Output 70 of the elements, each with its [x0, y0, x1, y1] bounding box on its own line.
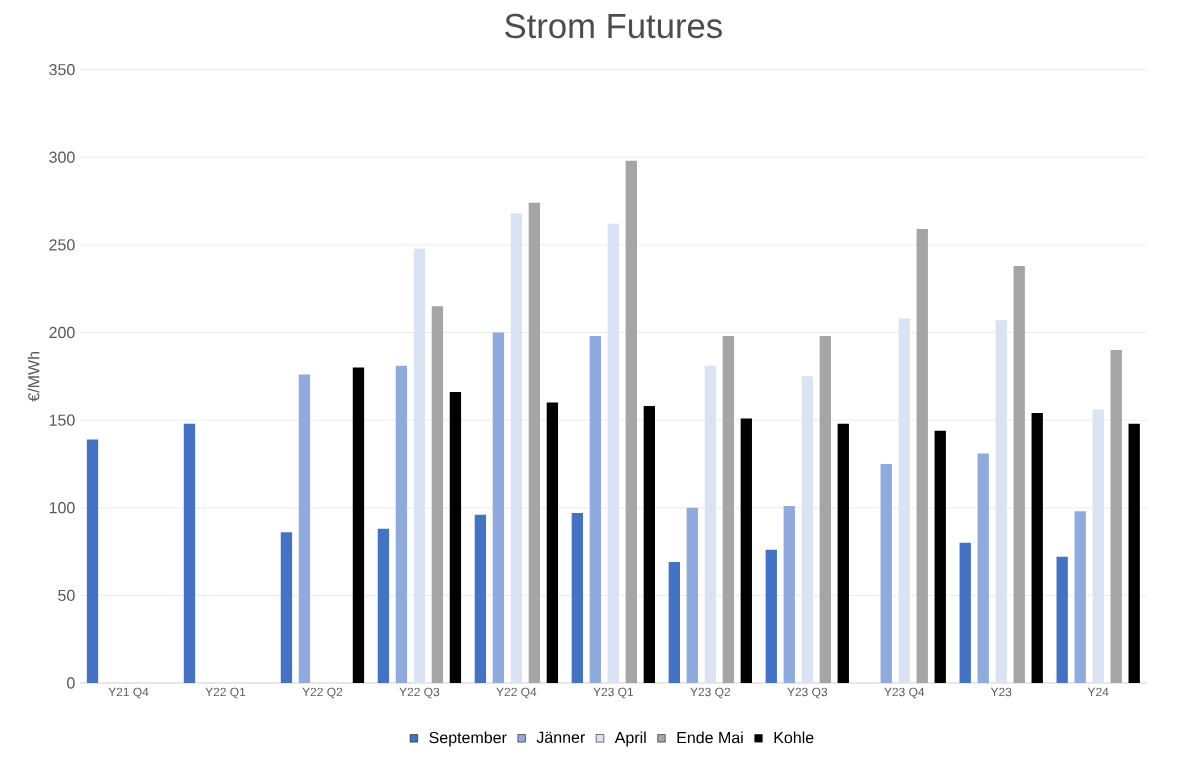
bar [431, 306, 444, 683]
bar [643, 406, 656, 683]
bar [959, 542, 971, 683]
y-tick-label: 350 [49, 64, 75, 76]
x-tick-label: Y21 Q4 [108, 687, 149, 699]
bar [668, 562, 680, 683]
x-tick-label: Y22 Q1 [205, 687, 246, 699]
bar [898, 318, 910, 683]
bar [449, 392, 462, 683]
x-tick-label: Y23 Q3 [787, 687, 828, 699]
legend-label: Ende Mai [677, 731, 743, 744]
bar [801, 376, 813, 683]
bar [783, 506, 795, 683]
bar [1128, 423, 1140, 683]
bar [1056, 556, 1068, 683]
y-tick-label: 100 [49, 502, 75, 514]
legend-label: September [429, 731, 507, 747]
bar [625, 160, 638, 683]
bar [86, 439, 99, 683]
bar [740, 418, 752, 683]
x-tick-label: Y23 Q1 [593, 687, 634, 699]
y-tick-label: 150 [49, 414, 75, 426]
bar [607, 223, 620, 683]
bar [474, 514, 487, 683]
bar [977, 453, 989, 683]
y-tick-label: 0 [67, 677, 75, 689]
bar [298, 374, 311, 683]
legend-label: April [614, 731, 646, 747]
x-tick-label: Y23 [990, 687, 1012, 697]
bar [280, 532, 293, 683]
chart-title: Strom Futures [505, 13, 722, 39]
bar [934, 430, 946, 683]
bar [765, 549, 777, 683]
bar [395, 365, 408, 683]
bar [492, 332, 505, 683]
legend-label: Kohle [774, 731, 814, 744]
bar [546, 402, 559, 683]
bar [686, 507, 698, 683]
y-tick-label: 300 [49, 151, 75, 163]
legend-label: Jänner [536, 731, 585, 743]
bar [995, 320, 1007, 683]
bar [837, 423, 849, 683]
bar [722, 336, 734, 683]
bar [1074, 511, 1086, 683]
bar [589, 336, 602, 683]
x-tick-label: Y22 Q3 [399, 687, 440, 699]
bar [183, 423, 196, 683]
bar [916, 229, 928, 683]
x-tick-label: Y22 Q2 [302, 687, 343, 699]
bar [352, 367, 365, 683]
bar [571, 513, 584, 683]
bar [1110, 350, 1122, 683]
x-tick-label: Y23 Q4 [884, 687, 925, 699]
x-tick-label: Y22 Q4 [496, 687, 537, 699]
bar [510, 213, 523, 683]
bar [377, 528, 390, 683]
x-tick-label: Y23 Q2 [690, 687, 731, 699]
bar [1031, 413, 1043, 683]
y-tick-label: 250 [49, 239, 75, 251]
bar [819, 336, 831, 683]
bar [1013, 265, 1025, 683]
bar [704, 365, 716, 683]
y-tick-label: 50 [58, 589, 75, 602]
bar [1092, 409, 1104, 683]
bar [880, 463, 892, 683]
y-tick-label: 200 [49, 326, 75, 339]
bar [528, 202, 541, 683]
x-tick-label: Y24 [1087, 687, 1109, 697]
bar [413, 248, 426, 683]
y-axis-title: €/MWh [27, 352, 40, 402]
